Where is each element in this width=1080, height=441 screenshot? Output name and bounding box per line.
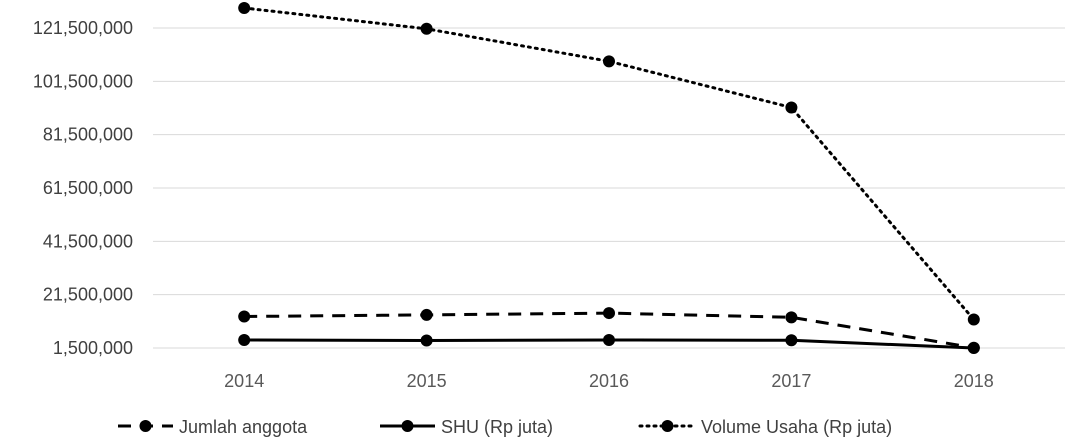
x-tick-label: 2017: [771, 371, 811, 391]
x-tick-label: 2015: [407, 371, 447, 391]
y-tick-label: 1,500,000: [53, 338, 133, 358]
data-point: [785, 101, 798, 114]
data-point: [967, 313, 980, 326]
y-axis: 1,500,000 21,500,000 41,500,000 61,500,000 8…: [33, 18, 133, 358]
y-tick-label: 41,500,000: [43, 231, 133, 251]
legend-item: Jumlah anggota: [118, 417, 308, 437]
data-point: [967, 342, 980, 354]
y-tick-label: 81,500,000: [43, 125, 133, 145]
y-tick-label: 121,500,000: [33, 18, 133, 38]
legend-label: SHU (Rp juta): [441, 417, 553, 437]
legend-item: SHU (Rp juta): [380, 417, 553, 437]
x-tick-label: 2016: [589, 371, 629, 391]
data-point: [785, 311, 798, 324]
series-line: [242, 6, 976, 321]
legend-marker: [139, 420, 152, 432]
data-point: [238, 310, 251, 323]
x-tick-label: 2014: [224, 371, 264, 391]
y-tick-label: 101,500,000: [33, 71, 133, 91]
data-point: [238, 2, 251, 14]
x-axis: 2014 2015 2016 2017 2018: [224, 371, 994, 391]
gridlines: [153, 27, 1065, 349]
legend-label: Volume Usaha (Rp juta): [701, 417, 892, 437]
legend: Jumlah anggota SHU (Rp juta) Volume Usaha …: [118, 417, 892, 437]
series-lines: [238, 2, 980, 354]
data-point: [420, 308, 433, 321]
legend-marker: [661, 420, 674, 432]
data-point: [420, 334, 433, 347]
data-point: [420, 22, 433, 35]
data-point: [785, 334, 798, 347]
y-tick-label: 61,500,000: [43, 178, 133, 198]
data-point: [603, 55, 615, 68]
legend-item: Volume Usaha (Rp juta): [638, 417, 892, 437]
data-point: [603, 307, 615, 320]
legend-marker: [401, 420, 414, 432]
y-tick-label: 21,500,000: [43, 285, 133, 305]
data-point: [238, 334, 251, 346]
data-point: [603, 334, 615, 346]
legend-label: Jumlah anggota: [179, 417, 308, 437]
x-tick-label: 2018: [954, 371, 994, 391]
